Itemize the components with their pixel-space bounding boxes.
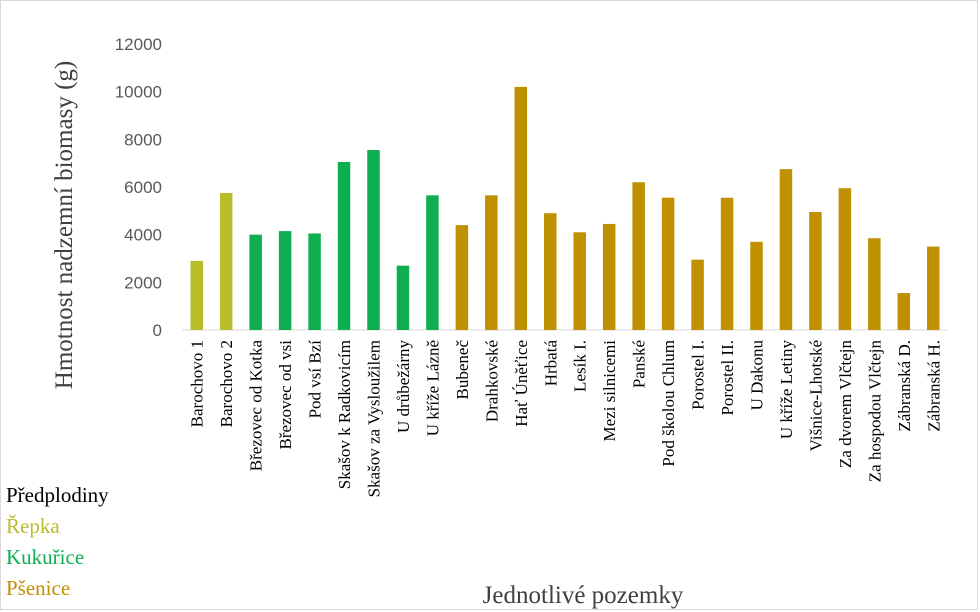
legend-item-kukurice: Kukuřice	[6, 545, 85, 569]
bars	[190, 86, 940, 331]
bar	[838, 188, 852, 330]
x-tick-label: Skašov za Vysloužilem	[365, 340, 384, 497]
x-tick-label: Mezi silnicemi	[600, 340, 619, 442]
x-tick-label: Panské	[630, 340, 649, 388]
y-axis-title: Hmotnost nadzemní biomasy (g)	[51, 61, 78, 389]
y-tick-label: 6000	[124, 178, 162, 197]
x-tick-label: U kříže Letiny	[777, 340, 796, 440]
y-tick-label: 0	[153, 321, 162, 340]
x-tick-label: Březovec od Kotka	[247, 340, 266, 472]
x-tick-label: Višnice-Lhotské	[806, 340, 825, 451]
bar	[190, 260, 203, 330]
x-tick-label: Porostel I.	[689, 340, 708, 410]
legend-item-psenice: Pšenice	[6, 576, 71, 600]
bar	[661, 197, 675, 330]
bar	[249, 234, 262, 330]
legend-title: Předplodiny	[6, 483, 109, 507]
x-tick-label: U drůbežárny	[394, 340, 413, 433]
bar	[485, 195, 498, 330]
bar	[455, 225, 469, 330]
bar	[602, 223, 616, 330]
bar	[750, 241, 763, 330]
x-tick-label: U Dakonu	[748, 340, 767, 411]
bar	[396, 265, 410, 330]
bar	[897, 293, 911, 330]
x-tick-label: Březovec od vsi	[276, 340, 295, 450]
bar	[308, 233, 321, 330]
y-tick-label: 8000	[124, 130, 162, 149]
x-tick-label: U kříže Lázně	[423, 340, 442, 436]
bar	[809, 212, 822, 330]
x-tick-label: Hať Úněťice	[512, 340, 531, 427]
y-tick-label: 2000	[124, 273, 162, 292]
bar	[219, 192, 233, 330]
x-tick-label: Bubeneč	[453, 340, 472, 400]
bar	[573, 232, 586, 330]
y-tick-label: 12000	[115, 35, 162, 54]
x-tick-label: Skašov k Radkovicím	[335, 340, 354, 489]
x-tick-label: Barochovo 1	[188, 340, 207, 427]
x-axis-title: Jednotlivé pozemky	[483, 582, 684, 609]
bar	[367, 150, 380, 330]
y-axis-ticks: 0 2000 4000 6000 8000 10000 12000	[115, 35, 162, 340]
x-tick-label: Za dvorem Vlčtejn	[836, 340, 855, 469]
bar	[691, 259, 704, 330]
bar	[632, 182, 645, 330]
x-axis-ticks: Barochovo 1 Barochovo 2 Březovec od Kotka B…	[188, 340, 944, 498]
x-tick-label: Za hospodou Vlčtejn	[865, 340, 884, 483]
x-tick-label: Barochovo 2	[217, 340, 236, 427]
x-tick-label: Zábranská D.	[895, 340, 914, 432]
bar	[337, 161, 351, 330]
x-tick-label: Lesík I.	[571, 340, 590, 392]
y-tick-label: 10000	[115, 83, 162, 102]
x-tick-label: Zábranská H.	[924, 340, 943, 432]
bar	[868, 238, 881, 330]
bar	[720, 197, 734, 330]
y-tick-label: 4000	[124, 226, 162, 245]
x-tick-label: Pod vsí Bzí	[306, 340, 325, 419]
x-tick-label: Porostel II.	[718, 340, 737, 416]
bar	[927, 246, 940, 330]
bar	[278, 231, 292, 330]
bar	[544, 213, 557, 330]
x-tick-label: Hrbatá	[541, 340, 560, 387]
x-tick-label: Drahkovské	[482, 340, 501, 422]
legend: Předplodiny Řepka Kukuřice Pšenice	[6, 480, 109, 604]
bar	[426, 195, 439, 330]
bar	[514, 86, 528, 331]
bar	[779, 169, 793, 330]
x-tick-label: Pod školou Chlum	[659, 340, 678, 467]
legend-item-repka: Řepka	[6, 514, 60, 538]
